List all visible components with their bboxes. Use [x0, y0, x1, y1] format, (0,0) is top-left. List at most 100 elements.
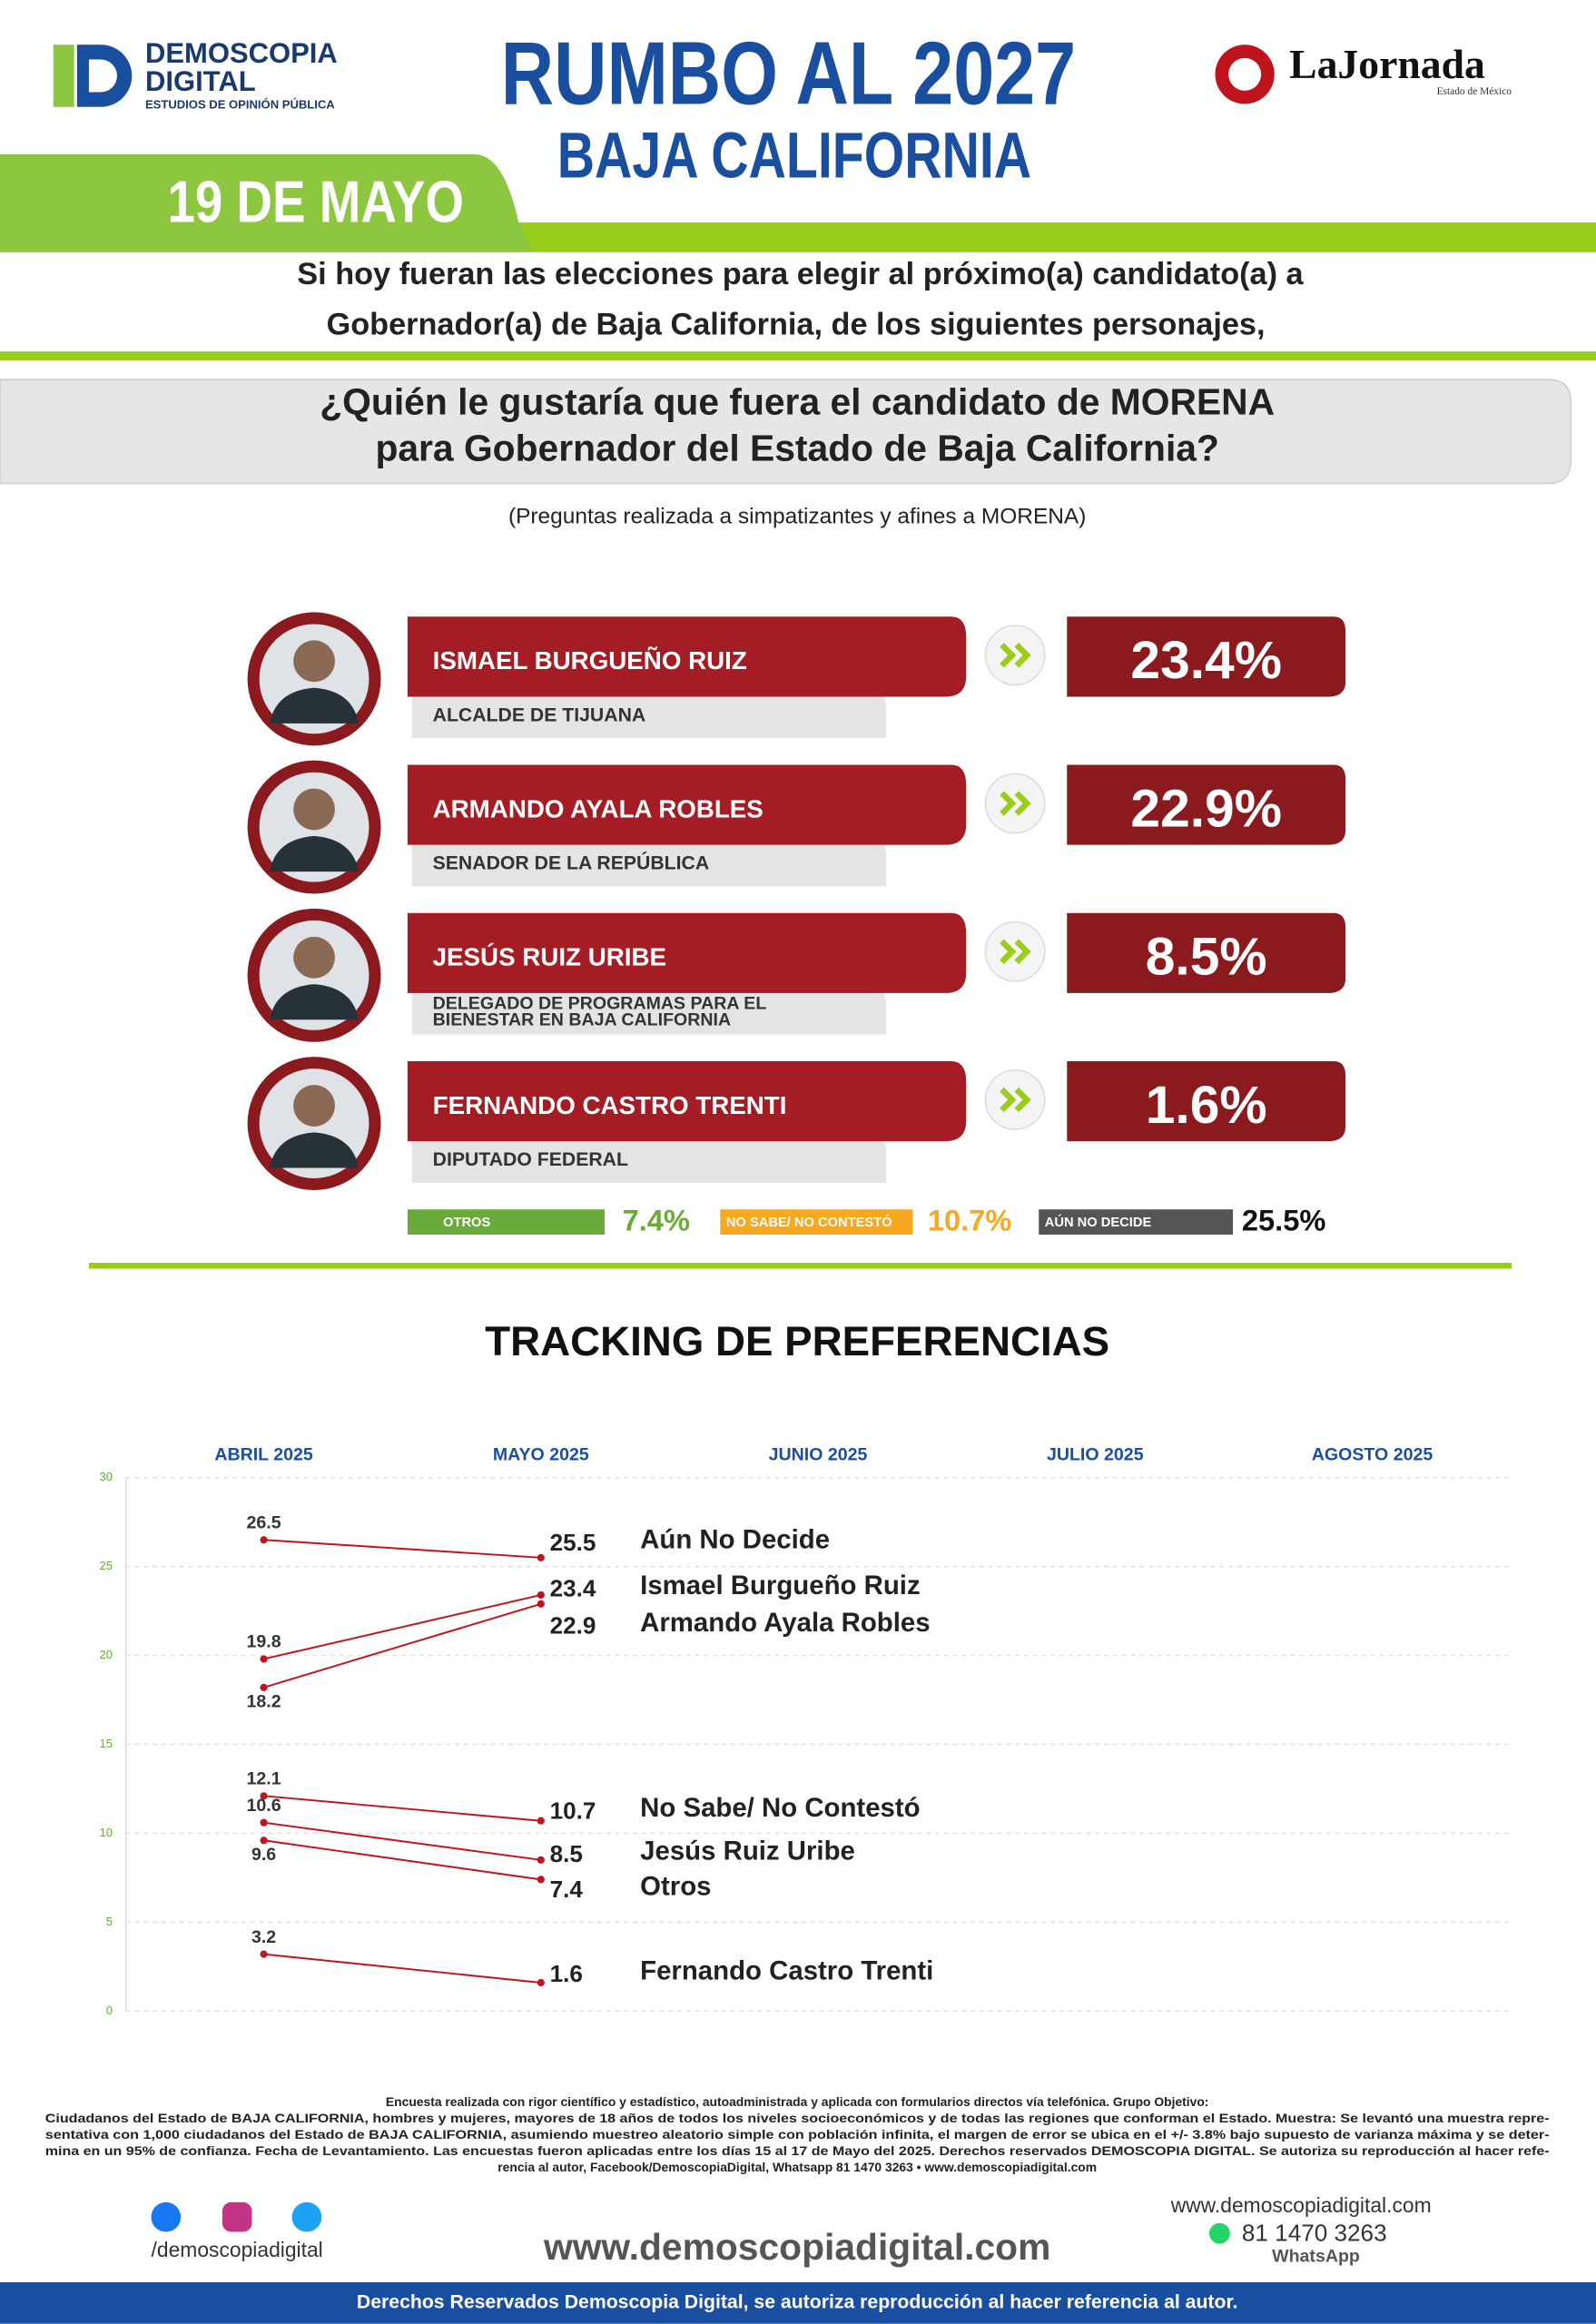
other-bar — [1039, 1209, 1234, 1235]
series-line — [263, 1602, 542, 1689]
candidate-name: ISMAEL BURGUEÑO RUIZ — [433, 646, 747, 675]
series-line — [263, 1539, 541, 1559]
series-line — [263, 1795, 541, 1822]
candidate-role: DELEGADO DE PROGRAMAS PARA EL — [433, 993, 767, 1013]
website: www.demoscopiadigital.com — [543, 2226, 1050, 2268]
series-name: Jesús Ruiz Uribe — [640, 1836, 855, 1866]
methodology-line: Ciudadanos del Estado de BAJA CALIFORNIA… — [45, 2111, 1550, 2125]
data-label: 25.5 — [550, 1529, 596, 1556]
other-result: 10.7% — [928, 1204, 1012, 1237]
candidate-role: SENADOR DE LA REPÚBLICA — [433, 852, 710, 874]
partner-sub: Estado de México — [1437, 86, 1512, 97]
logo — [53, 44, 133, 107]
data-label: 10.6 — [246, 1796, 281, 1816]
methodology-line: rencia al autor, Facebook/DemoscopiaDigi… — [498, 2160, 1097, 2174]
role-banner — [411, 839, 887, 887]
partner-logo — [1215, 44, 1275, 104]
partner-name: LaJornada — [1289, 41, 1485, 87]
result-box — [1067, 912, 1346, 993]
series-line — [263, 1594, 542, 1660]
candidate-role: BIENESTAR EN BAJA CALIFORNIA — [433, 1009, 731, 1029]
divider — [0, 351, 1596, 360]
point — [537, 1817, 545, 1825]
point — [260, 1950, 268, 1958]
twitter-icon — [291, 2201, 322, 2232]
methodology-line: mina en un 95% de confianza. Fecha de Le… — [45, 2143, 1550, 2158]
photo-body — [270, 687, 360, 724]
x-tick-label: MAYO 2025 — [493, 1444, 589, 1464]
chevron — [1000, 939, 1031, 964]
point — [260, 1837, 268, 1845]
series-name: Fernando Castro Trenti — [640, 1956, 933, 1986]
point — [537, 1856, 545, 1864]
photo-head — [293, 788, 335, 831]
candidate-result: 8.5% — [1146, 928, 1267, 987]
y-tick-label: 5 — [106, 1915, 113, 1928]
candidate-result: 23.4% — [1130, 631, 1282, 690]
y-tick-label: 10 — [100, 1826, 113, 1839]
name-banner — [407, 912, 967, 993]
partner-emblem-inner — [1228, 57, 1262, 91]
rights: Derechos Reservados Demoscopia Digital, … — [357, 2291, 1238, 2312]
name-banner — [407, 764, 967, 845]
data-label: 1.6 — [550, 1960, 583, 1987]
other-bar — [720, 1209, 913, 1235]
chevron — [1000, 643, 1031, 668]
data-label: 23.4 — [550, 1575, 596, 1602]
rights-bar — [0, 2282, 1596, 2324]
logo-bar — [53, 44, 74, 107]
data-label: 26.5 — [246, 1512, 281, 1532]
y-tick-label: 15 — [100, 1737, 113, 1750]
other-label: OTROS — [443, 1216, 490, 1230]
question-banner — [0, 379, 1572, 485]
point — [537, 1876, 545, 1884]
intro-line: Si hoy fueran las elecciones para elegir… — [297, 257, 1304, 291]
result-box — [1067, 1061, 1346, 1142]
date-tab — [0, 154, 534, 252]
tracking-chart: 0 5 10 15 20 25 30 ABRIL 2025 MAYO 2025 JUNIO 202… — [100, 1444, 1512, 2017]
facebook-icon — [151, 2201, 182, 2232]
photo-head — [293, 936, 335, 979]
methodology: Encuesta realizada con rigor científico … — [45, 2094, 1550, 2174]
data-label: 7.4 — [550, 1876, 584, 1903]
logo-d-inner — [88, 59, 117, 93]
series-name: Armando Ayala Robles — [640, 1608, 930, 1638]
x-tick-label: AGOSTO 2025 — [1312, 1444, 1433, 1464]
candidates: ISMAEL BURGUEÑO RUIZ ALCALDE DE TIJUANA 23… — [247, 612, 1346, 1191]
chart-title: TRACKING DE PREFERENCIAS — [485, 1318, 1109, 1364]
data-label: 9.6 — [251, 1845, 276, 1865]
candidate-name: FERNANDO CASTRO TRENTI — [433, 1091, 787, 1119]
name-banner — [407, 616, 967, 697]
point — [537, 1590, 545, 1600]
data-label: 22.9 — [550, 1611, 596, 1639]
divider — [88, 1262, 1512, 1269]
point — [260, 1818, 268, 1827]
y-tick-label: 20 — [100, 1648, 113, 1661]
website-small: www.demoscopiadigital.com — [1170, 2193, 1432, 2217]
y-tick-label: 25 — [100, 1559, 113, 1572]
chevron — [1000, 1087, 1031, 1113]
other-bar — [407, 1209, 605, 1235]
phone: 81 1470 3263 — [1242, 2220, 1387, 2247]
point — [260, 1792, 268, 1800]
series-name: No Sabe/ No Contestó — [640, 1793, 920, 1823]
series-line — [263, 1821, 541, 1861]
data-label: 10.7 — [550, 1797, 596, 1824]
role-banner — [411, 690, 887, 739]
candidate-result: 1.6% — [1146, 1076, 1267, 1135]
x-tick-label: JUNIO 2025 — [769, 1444, 868, 1464]
x-tick-label: JULIO 2025 — [1047, 1444, 1144, 1464]
point — [537, 1978, 545, 1987]
subtitle: BAJA CALIFORNIA — [557, 120, 1031, 192]
title: RUMBO AL 2027 — [501, 23, 1076, 123]
methodology-line: Encuesta realizada con rigor científico … — [386, 2094, 1209, 2109]
point — [260, 1655, 268, 1663]
photo-head — [293, 1085, 335, 1127]
whatsapp-icon — [1208, 2222, 1230, 2244]
photo-body — [270, 984, 360, 1020]
point — [260, 1536, 268, 1544]
other-result: 25.5% — [1242, 1204, 1326, 1237]
series-name: Otros — [640, 1872, 711, 1902]
